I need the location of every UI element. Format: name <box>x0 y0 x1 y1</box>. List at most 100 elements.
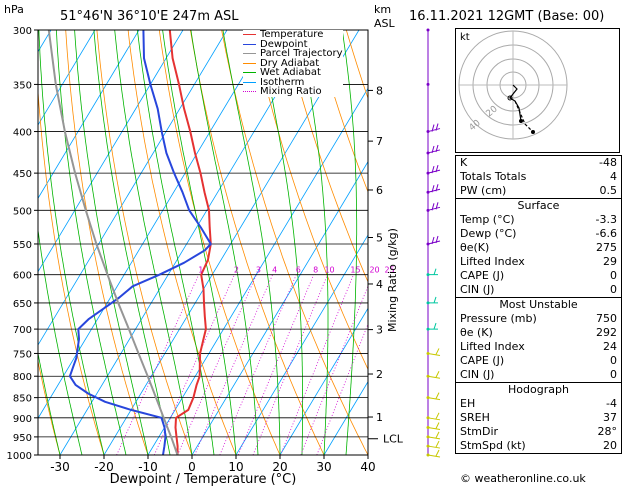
index-value: -48 <box>599 156 617 169</box>
hodograph-frame <box>455 28 620 153</box>
most-unstable-row: Lifted Index 24 <box>460 340 617 353</box>
pressure-tick-label: 750 <box>13 349 32 360</box>
mixing-ratio-label: 20 <box>369 266 379 275</box>
index-row-pw: PW (cm) 0.5 <box>460 184 617 197</box>
dry-adiabat-line <box>314 30 368 193</box>
mixing-ratio-label: 1 <box>198 266 203 275</box>
surface-row: θe(K) 275 <box>460 241 617 254</box>
wind-barb <box>427 348 441 356</box>
surface-row: CAPE (J) 0 <box>460 269 617 282</box>
index-row-k: K -48 <box>460 156 617 169</box>
mixing-ratio-line <box>153 274 235 455</box>
surface-row: CIN (J) 0 <box>460 283 617 296</box>
isotherm-line <box>38 30 140 200</box>
km-tick-label: 8 <box>376 84 383 97</box>
mixing-ratio-line <box>280 274 354 455</box>
isotherm-line <box>0 30 7 455</box>
datetime-title: 16.11.2021 12GMT (Base: 00) <box>409 9 605 24</box>
dewpoint-line <box>68 30 212 455</box>
pressure-tick-label: 450 <box>13 169 32 180</box>
wind-barb <box>427 123 441 133</box>
hodograph: kt 20 40 <box>455 28 620 153</box>
hodograph-point <box>519 119 523 123</box>
legend-label: Parcel Trajectory <box>260 48 343 59</box>
legend-swatch <box>243 62 256 64</box>
temperature-tick-label: -30 <box>50 460 70 474</box>
legend-item: Wet Adiabat <box>243 68 343 78</box>
mixing-ratio-line <box>177 274 257 455</box>
wind-barb <box>427 440 441 449</box>
wet-adiabat-line <box>341 30 358 455</box>
isobar-lines <box>38 29 368 456</box>
temperature-tick-label: -20 <box>94 460 114 474</box>
pressure-tick-label: 600 <box>13 271 32 282</box>
storm-motion-marker <box>507 95 513 101</box>
wind-barb <box>427 235 441 245</box>
legend-swatch <box>243 91 256 93</box>
wet-adiabat-line <box>162 30 237 455</box>
isotherm-line <box>38 30 96 126</box>
wet-adiabat-line <box>55 30 127 455</box>
chart-legend: Temperature Dewpoint Parcel Trajectory Dry … <box>243 30 343 97</box>
wind-barb <box>427 202 441 211</box>
legend-swatch <box>243 34 256 36</box>
isotherm-line <box>38 30 272 420</box>
temperature-tick-label: 20 <box>272 460 287 474</box>
hodograph-unit: kt <box>460 32 470 43</box>
pressure-tick-label: 500 <box>13 206 32 217</box>
wind-barb <box>428 296 438 304</box>
wind-barb <box>428 268 438 276</box>
isotherm-line <box>191 160 368 455</box>
asl-axis-title: ASL <box>374 17 395 30</box>
parcel-trajectory-line <box>47 30 179 455</box>
hodograph-row: StmDir 28° <box>460 425 617 438</box>
mixing-ratio-label: 25 <box>385 266 395 275</box>
pressure-tick-label: 950 <box>13 433 32 444</box>
wind-barb <box>427 164 441 174</box>
temperature-tick-label: 0 <box>188 460 196 474</box>
hodograph-point <box>531 130 535 134</box>
index-value: 4 <box>610 170 617 183</box>
pressure-tick-label: 1000 <box>7 451 32 462</box>
surface-row: Temp (°C) -3.3 <box>460 213 617 226</box>
wind-barb <box>427 449 441 458</box>
mixing-ratio-labels: 1 2 3 4 6 8 10 15 20 25 <box>198 266 395 275</box>
wind-barb <box>427 392 441 401</box>
wind-barb <box>427 412 441 421</box>
hodograph-row: EH -4 <box>460 397 617 410</box>
temperature-tick-label: -10 <box>138 460 158 474</box>
dry-adiabat-line <box>283 30 368 283</box>
mixing-ratio-line <box>219 274 297 455</box>
mixing-ratio-label: 2 <box>234 266 239 275</box>
legend-swatch <box>243 53 256 55</box>
mixing-ratio-label: 10 <box>324 266 334 275</box>
legend-item: Temperature <box>243 30 343 40</box>
legend-label: Dry Adiabat <box>260 57 320 69</box>
lcl-label: LCL <box>383 433 404 446</box>
wet-adiabat-line <box>38 30 105 455</box>
wet-adiabat-line <box>93 30 171 455</box>
legend-label: Mixing Ratio <box>260 86 322 97</box>
x-axis-label: Dewpoint / Temperature (°C) <box>110 472 297 486</box>
km-tick-label: 4 <box>376 278 383 291</box>
legend-label: Temperature <box>260 29 324 40</box>
mixing-ratio-label: 4 <box>272 266 277 275</box>
pressure-tick-label: 400 <box>13 128 32 139</box>
km-tick-label: 7 <box>376 135 383 148</box>
legend-item: Dewpoint <box>243 39 343 50</box>
profile-series <box>47 30 212 455</box>
km-tick-label: 2 <box>376 368 383 381</box>
most-unstable-row: Pressure (mb) 750 <box>460 312 617 325</box>
hodograph-row: StmSpd (kt) 20 <box>460 439 617 452</box>
legend-item: Parcel Trajectory <box>243 49 343 59</box>
legend-label: Wet Adiabat <box>260 67 321 78</box>
pressure-tick-label: 300 <box>13 26 32 37</box>
temperature-tick-label: 40 <box>360 460 375 474</box>
wind-barb <box>427 431 441 440</box>
legend-swatch <box>243 81 256 83</box>
km-tick-label: 5 <box>376 231 383 244</box>
isotherm-line <box>279 307 368 455</box>
copyright-text: © weatheronline.co.uk <box>460 472 586 485</box>
